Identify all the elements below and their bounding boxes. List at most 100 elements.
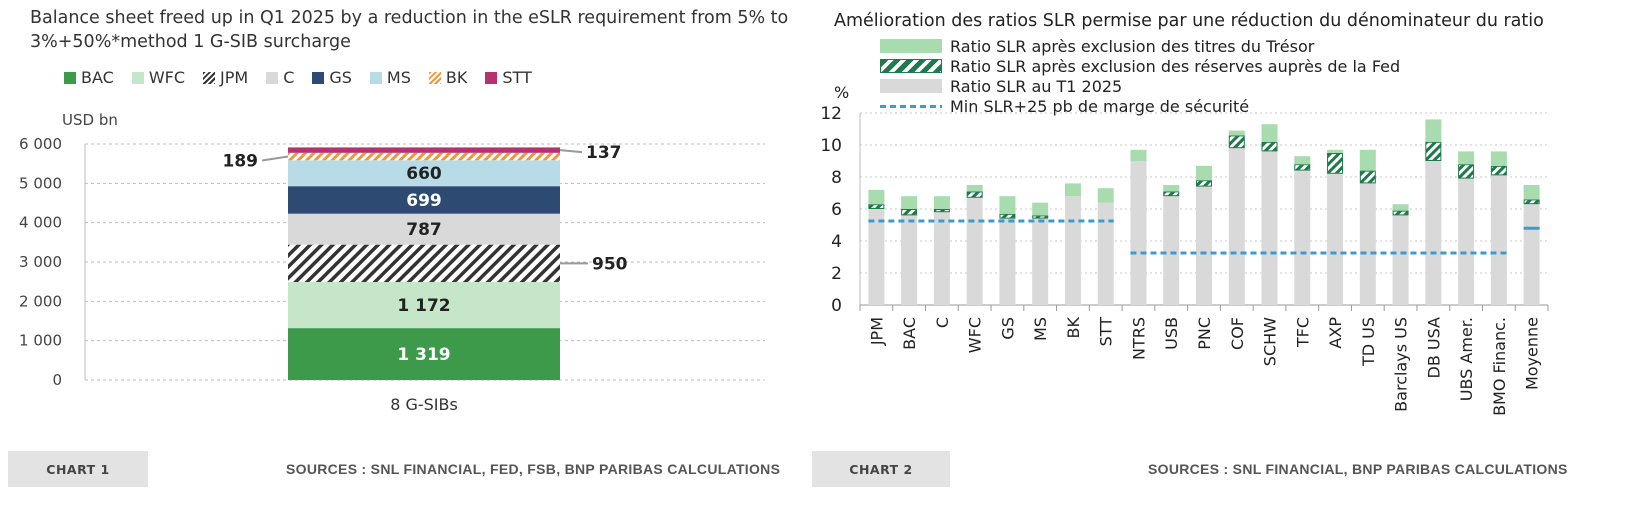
chart-1-sources: SOURCES : SNL FINANCIAL, FED, FSB, BNP P… — [286, 461, 781, 477]
bar-slr-q1 — [1425, 161, 1442, 305]
y-tick-label: 2 — [831, 264, 842, 284]
x-category-label: 8 G-SIBs — [390, 395, 458, 414]
bar-fed-reserves — [1032, 215, 1049, 219]
chart-2-sources: SOURCES : SNL FINANCIAL, BNP PARIBAS CAL… — [1148, 461, 1568, 477]
bar-fed-reserves — [1359, 170, 1376, 184]
bar-segment-bk — [288, 152, 560, 161]
legend-item-bac: BAC — [64, 68, 114, 87]
bar-slr-q1 — [1130, 161, 1147, 305]
chart-1-plot: 0 1 000 2 000 3 000 4 000 5 000 6 000 1 319 1 1… — [19, 111, 765, 414]
chart-2-footer-label: CHART 2 — [812, 451, 950, 487]
x-category-label: Moyenne — [1523, 317, 1542, 390]
bar-segment-gs — [288, 186, 560, 214]
legend-item-c: C — [266, 68, 294, 87]
bar-fed-reserves — [1490, 165, 1507, 176]
legend-item-stt: STT — [485, 68, 532, 87]
legend-item-gs: GS — [312, 68, 352, 87]
bar-slr-q1 — [1228, 148, 1245, 305]
bar-segment-stt — [288, 147, 560, 153]
bar-fed-reserves — [1327, 153, 1344, 174]
bar-slr-q1 — [901, 215, 918, 305]
leader-line — [261, 155, 289, 162]
x-category-label: DB USA — [1424, 317, 1443, 379]
bar-segment-wfc — [288, 282, 560, 329]
bar-treasury — [1163, 185, 1180, 192]
bar-slr-q1 — [868, 209, 885, 305]
bar-treasury — [1130, 149, 1147, 161]
bar-fed-reserves — [966, 191, 983, 198]
bar-treasury — [868, 189, 885, 205]
legend-label: Ratio SLR après exclusion des réserves a… — [950, 56, 1401, 76]
legend-swatch — [428, 71, 441, 84]
bar-slr-q1 — [1064, 196, 1081, 305]
legend-item-min-slr: Min SLR+25 pb de marge de sécurité — [880, 96, 1400, 116]
x-category-label: BMO Financ. — [1490, 317, 1509, 416]
y-tick-label: 10 — [820, 136, 842, 156]
bar-slr-q1 — [1392, 215, 1409, 305]
y-tick-label: 1 000 — [19, 332, 62, 350]
y-tick-label: 12 — [820, 104, 842, 124]
bar-treasury — [1097, 188, 1114, 203]
legend-label: Ratio SLR au T1 2025 — [950, 76, 1123, 96]
bar-treasury — [966, 185, 983, 192]
legend-item-treasury: Ratio SLR après exclusion des titres du … — [880, 36, 1400, 56]
legend-swatch — [880, 59, 942, 73]
chart-2-legend: Ratio SLR après exclusion des titres du … — [880, 36, 1400, 116]
legend-swatch — [64, 71, 76, 84]
legend-swatch — [880, 39, 942, 53]
chart-2-plot: 0 2 4 6 8 10 12 JPM BAC C WFC GS MS BK STT NTRS USB PNC C… — [820, 83, 1549, 416]
bar-fed-reserves — [1458, 164, 1475, 179]
bar-slr-q1 — [1097, 202, 1114, 305]
bar-fed-reserves — [868, 204, 885, 209]
bar-treasury — [1458, 151, 1475, 165]
x-category-label: PNC — [1195, 317, 1214, 350]
x-category-label: BK — [1064, 316, 1083, 338]
bar-treasury — [1359, 149, 1376, 171]
legend-label: GS — [329, 68, 352, 87]
bar-slr-q1 — [1163, 196, 1180, 305]
x-category-label: C — [933, 317, 952, 328]
x-category-label: TFC — [1293, 317, 1312, 348]
chart-1-title: Balance sheet freed up in Q1 2025 by a r… — [30, 8, 789, 52]
bar-fed-reserves — [1425, 141, 1442, 162]
legend-label: BAC — [81, 68, 114, 87]
bar-treasury — [999, 196, 1016, 214]
chart-1-ylabel: USD bn — [62, 111, 118, 129]
legend-label: C — [283, 68, 295, 87]
x-category-label: Barclays US — [1392, 317, 1411, 412]
chart-2-panel: Amélioration des ratios SLR permise par … — [810, 0, 1636, 513]
x-category-label: BAC — [900, 317, 919, 350]
bar-treasury — [1032, 202, 1049, 216]
y-tick-label: 5 000 — [19, 174, 62, 192]
y-tick-label: 4 — [831, 232, 842, 252]
bar-slr-q1 — [1458, 178, 1475, 305]
legend-swatch — [266, 71, 279, 84]
legend-label: JPM — [220, 68, 249, 87]
bar-slr-q1 — [1196, 186, 1212, 305]
y-tick-label: 0 — [52, 371, 62, 389]
x-category-label: WFC — [966, 317, 985, 353]
bar-slr-q1 — [1327, 173, 1344, 305]
bar-fed-reserves — [1261, 141, 1278, 152]
x-category-label: AXP — [1326, 317, 1345, 349]
chart-2-ylabel: % — [834, 83, 849, 102]
x-category-label: UBS Amer. — [1457, 317, 1476, 401]
chart-1-legend: BAC WFC JPM C GS MS BK STT — [64, 68, 532, 87]
legend-swatch — [880, 79, 942, 93]
legend-swatch — [312, 71, 325, 84]
y-tick-label: 6 — [831, 200, 842, 220]
legend-label: MS — [386, 68, 411, 87]
legend-item-fed-reserves: Ratio SLR après exclusion des réserves a… — [880, 56, 1400, 76]
data-label-c: 787 — [406, 220, 442, 240]
bar-fed-reserves — [1163, 191, 1180, 197]
bar-treasury — [1294, 156, 1311, 165]
legend-swatch — [880, 104, 942, 108]
legend-item-ms: MS — [369, 68, 411, 87]
x-category-label: JPM — [867, 317, 886, 346]
data-label-jpm: 950 — [592, 254, 628, 274]
bar-slr-q1 — [1359, 183, 1376, 305]
x-category-label: MS — [1031, 317, 1050, 341]
data-label-wfc: 1 172 — [397, 296, 450, 316]
legend-item-wfc: WFC — [131, 68, 185, 87]
legend-swatch — [203, 71, 216, 84]
